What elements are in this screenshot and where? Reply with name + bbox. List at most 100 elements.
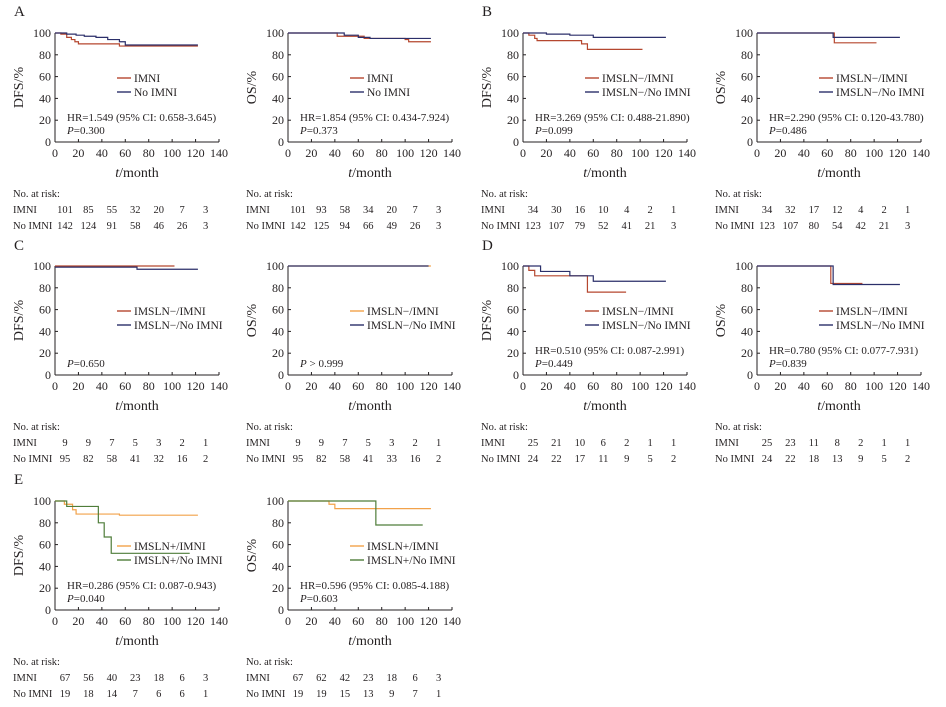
y-tick-label: 20	[272, 113, 284, 127]
risk-count: 18	[808, 454, 820, 465]
risk-count: 9	[624, 454, 630, 465]
panel-letter-d: D	[482, 238, 493, 254]
y-tick-label: 0	[45, 135, 51, 149]
x-tick-label: 20	[774, 146, 786, 160]
y-tick-label: 0	[747, 368, 753, 382]
x-axis-label: t/month	[817, 166, 861, 181]
y-axis-label: DFS/%	[12, 535, 27, 577]
risk-count: 19	[59, 689, 71, 700]
panel-letter-a: A	[14, 4, 25, 20]
risk-count: 2	[412, 438, 418, 449]
risk-row-label: No IMNI	[246, 689, 286, 700]
y-tick-label: 20	[272, 581, 284, 595]
x-tick-label: 40	[329, 146, 341, 160]
x-axis-label: t/month	[348, 399, 392, 414]
legend-label: IMSLN−/IMNI	[602, 73, 674, 85]
y-tick-label: 40	[39, 559, 51, 573]
risk-count: 2	[202, 454, 209, 465]
risk-count: 3	[435, 205, 442, 216]
y-tick-label: 80	[39, 48, 51, 62]
risk-count: 19	[316, 689, 327, 700]
y-tick-label: 60	[39, 70, 51, 84]
legend-label: IMSLN−/No IMNI	[367, 320, 456, 332]
x-tick-label: 40	[798, 146, 810, 160]
risk-count: 3	[202, 221, 209, 232]
risk-count: 32	[785, 205, 796, 216]
x-tick-label: 60	[119, 379, 131, 393]
risk-count: 82	[83, 454, 94, 465]
series-line-imni	[55, 32, 198, 47]
risk-count: 94	[339, 221, 351, 232]
risk-count: 11	[598, 454, 609, 465]
x-tick-label: 40	[329, 614, 341, 628]
risk-count: 5	[881, 454, 887, 465]
y-tick-label: 100	[735, 26, 753, 40]
y-tick-label: 20	[272, 346, 284, 360]
risk-count: 1	[435, 438, 442, 449]
x-tick-label: 140	[443, 379, 461, 393]
x-tick-label: 80	[143, 146, 155, 160]
risk-count: 34	[761, 205, 773, 216]
risk-count: 54	[832, 221, 843, 232]
legend-label: No IMNI	[367, 87, 410, 99]
risk-header: No. at risk:	[481, 189, 528, 200]
y-tick-label: 20	[39, 346, 51, 360]
x-tick-label: 100	[163, 614, 181, 628]
x-tick-label: 80	[143, 614, 155, 628]
p-value-text: P=0.486	[768, 125, 807, 137]
x-tick-label: 140	[678, 146, 696, 160]
risk-count: 1	[670, 438, 677, 449]
x-tick-label: 60	[352, 146, 364, 160]
risk-count: 41	[130, 454, 141, 465]
risk-row-label: No IMNI	[481, 221, 521, 232]
risk-count: 6	[156, 689, 162, 700]
km-plot-e-os: 0 20 40 60 80 100 0 20 40 60 80 100 120 140 t/month OS/…	[245, 494, 461, 649]
risk-count: 13	[832, 454, 843, 465]
risk-count: 91	[106, 221, 118, 232]
risk-count: 13	[363, 689, 374, 700]
series-line-imni	[523, 32, 643, 50]
legend-label: No IMNI	[134, 87, 177, 99]
x-tick-label: 80	[611, 379, 623, 393]
risk-count: 7	[342, 438, 348, 449]
risk-count: 26	[409, 221, 421, 232]
series-line-no-imni	[757, 265, 900, 286]
risk-row-label: IMNI	[246, 673, 270, 684]
x-tick-label: 20	[774, 379, 786, 393]
y-tick-label: 60	[272, 70, 284, 84]
x-tick-label: 120	[420, 614, 438, 628]
x-tick-label: 60	[821, 379, 833, 393]
risk-count: 7	[109, 438, 115, 449]
p-value-text: P=0.650	[66, 358, 105, 370]
risk-count: 85	[83, 205, 94, 216]
y-axis-label: OS/%	[714, 303, 729, 337]
legend-label: IMSLN−/No IMNI	[602, 320, 691, 332]
risk-count: 7	[132, 689, 138, 700]
risk-count: 1	[435, 689, 442, 700]
y-tick-label: 20	[507, 113, 519, 127]
x-axis-label: t/month	[583, 166, 627, 181]
risk-row-label: No IMNI	[481, 454, 521, 465]
risk-row-label: No IMNI	[13, 689, 53, 700]
risk-header: No. at risk:	[246, 422, 293, 433]
risk-table-d-dfs: No. at risk: IMNI 25 21 10 6 2 1 1 No IMNI 24 22 17 1…	[481, 420, 695, 472]
y-tick-label: 0	[278, 368, 284, 382]
risk-count: 22	[785, 454, 796, 465]
km-plot-d-os: 0 20 40 60 80 100 0 20 40 60 80 100 120 140 t/month OS/…	[714, 259, 930, 414]
x-tick-label: 120	[187, 379, 205, 393]
risk-count: 16	[574, 205, 586, 216]
risk-count: 5	[647, 454, 653, 465]
hazard-ratio-text: HR=3.269 (95% CI: 0.488-21.890)	[535, 112, 690, 124]
series-line-no-imni	[55, 266, 198, 270]
risk-count: 3	[202, 673, 209, 684]
x-tick-label: 120	[187, 146, 205, 160]
x-tick-label: 0	[754, 146, 760, 160]
x-tick-label: 100	[865, 146, 883, 160]
risk-row-label: No IMNI	[715, 221, 755, 232]
y-axis-label: DFS/%	[12, 67, 27, 109]
risk-count: 11	[808, 438, 819, 449]
risk-count: 3	[435, 673, 442, 684]
y-tick-label: 60	[741, 303, 753, 317]
x-tick-label: 120	[655, 379, 673, 393]
risk-count: 1	[904, 205, 911, 216]
